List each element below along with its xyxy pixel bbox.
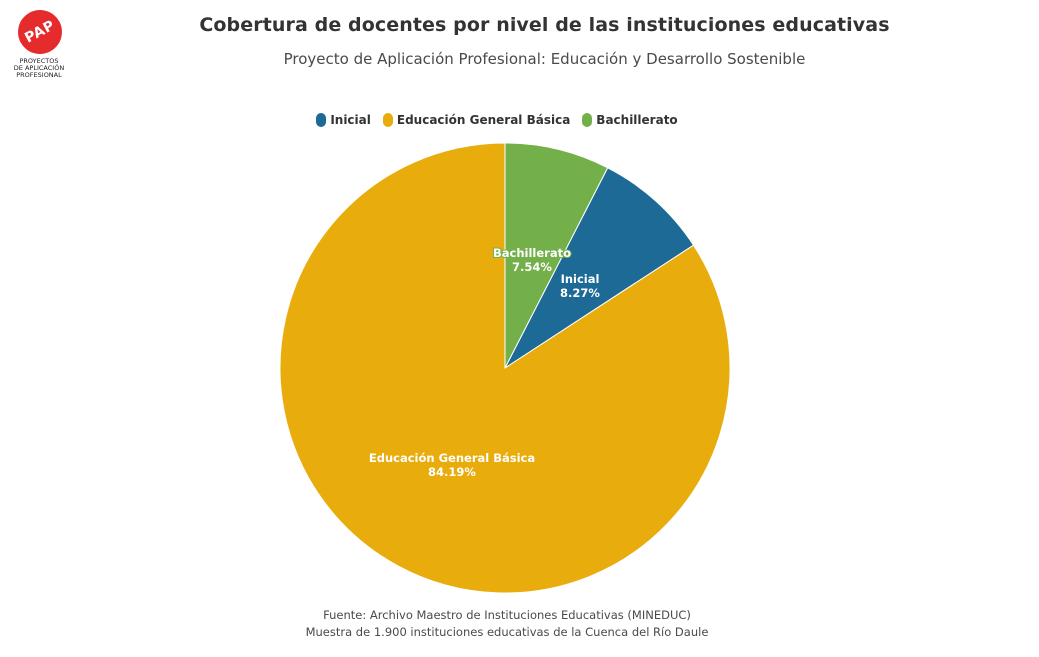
legend-label-egb: Educación General Básica: [396, 113, 571, 127]
legend-item-bachillerato[interactable]: Bachillerato: [582, 113, 678, 127]
chart-title: Cobertura de docentes por nivel de las i…: [199, 14, 890, 36]
logo-line-3: PROFESIONAL: [16, 71, 62, 79]
source-line-1: Fuente: Archivo Maestro de Instituciones…: [323, 608, 691, 622]
slice-label-egb-category: Educación General Básica: [369, 451, 535, 465]
legend-label-bachillerato: Bachillerato: [596, 113, 678, 127]
legend-label-inicial: Inicial: [330, 113, 371, 127]
slice-label-egb: Educación General Básica 84.19%: [369, 451, 535, 479]
chart-source: Fuente: Archivo Maestro de Instituciones…: [0, 607, 1014, 641]
pap-logo: PAP PROYECTOS DE APLICACIÓN PROFESIONAL: [8, 2, 70, 92]
slice-label-egb-value: 84.19%: [428, 465, 476, 479]
slice-label-inicial: Inicial 8.27%: [560, 272, 600, 300]
slice-label-inicial-category: Inicial: [561, 272, 600, 286]
pap-logo-text: PROYECTOS DE APLICACIÓN PROFESIONAL: [8, 58, 70, 79]
slice-label-bachillerato-category: Bachillerato: [493, 246, 571, 260]
slice-label-inicial-value: 8.27%: [560, 286, 600, 300]
chart-legend: Inicial Educación General Básica Bachill…: [0, 113, 994, 127]
logo-line-2: DE APLICACIÓN: [13, 64, 65, 72]
legend-swatch-bachillerato: [582, 113, 593, 127]
slice-bachillerato[interactable]: [504, 142, 609, 369]
slice-label-bachillerato: Bachillerato 7.54%: [493, 246, 571, 274]
legend-item-inicial[interactable]: Inicial: [316, 113, 371, 127]
source-line-2: Muestra de 1.900 instituciones educativa…: [305, 625, 709, 639]
slice-inicial[interactable]: [503, 167, 695, 370]
logo-line-1: PROYECTOS: [19, 57, 59, 65]
slice-label-bachillerato-value: 7.54%: [512, 260, 552, 274]
legend-swatch-egb: [382, 113, 393, 127]
legend-swatch-inicial: [316, 113, 327, 127]
legend-item-egb[interactable]: Educación General Básica: [382, 113, 571, 127]
chart-subtitle: Proyecto de Aplicación Profesional: Educ…: [283, 50, 806, 68]
